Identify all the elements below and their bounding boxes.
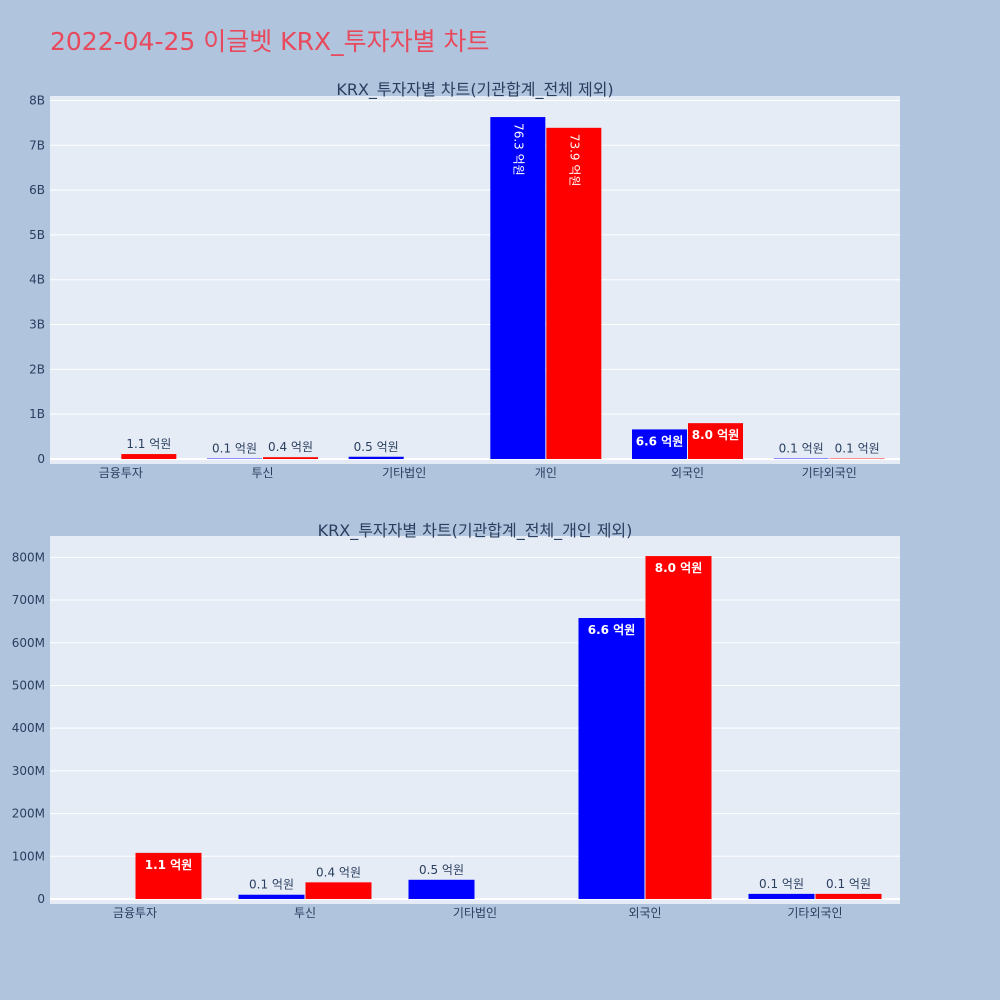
- y-tick-label: 6B: [29, 183, 45, 197]
- y-tick-label: 1B: [29, 407, 45, 421]
- y-tick-label: 2B: [29, 362, 45, 376]
- bar: [815, 893, 882, 899]
- bar: [238, 894, 305, 899]
- x-tick-label: 외국인: [671, 466, 704, 480]
- x-tick-label: 기타외국인: [802, 466, 857, 480]
- y-tick-label: 500M: [12, 678, 45, 692]
- page-title: 2022-04-25 이글벳 KRX_투자자별 차트: [50, 27, 490, 56]
- bar: [490, 117, 546, 460]
- y-tick-label: 600M: [12, 636, 45, 650]
- data-label: 0.4 억원: [268, 440, 313, 454]
- x-tick-label: 개인: [535, 466, 557, 480]
- y-tick-label: 5B: [29, 228, 45, 242]
- data-label: 0.5 억원: [354, 440, 399, 454]
- chart-title: KRX_투자자별 차트(기관합계_전체 제외): [336, 80, 613, 100]
- y-tick-label: 4B: [29, 273, 45, 287]
- x-tick-label: 기타법인: [382, 466, 426, 480]
- bar: [645, 556, 712, 899]
- y-tick-label: 7B: [29, 138, 45, 152]
- x-tick-label: 금융투자: [99, 466, 143, 480]
- y-tick-label: 0: [37, 452, 45, 466]
- x-tick-label: 투신: [251, 466, 273, 480]
- data-label: 0.1 억원: [826, 877, 871, 891]
- x-tick-label: 투신: [294, 906, 316, 920]
- data-label: 0.5 억원: [419, 863, 464, 877]
- data-label: 76.3 억원: [511, 123, 525, 176]
- plot-area: [50, 536, 900, 904]
- bar: [578, 617, 645, 899]
- bar: [748, 893, 815, 899]
- data-label: 0.1 억원: [779, 442, 824, 456]
- data-label: 8.0 억원: [692, 428, 740, 442]
- y-tick-label: 800M: [12, 550, 45, 564]
- bar: [632, 429, 687, 459]
- data-label: 1.1 억원: [145, 858, 193, 872]
- bar: [408, 879, 475, 899]
- y-tick-label: 3B: [29, 318, 45, 332]
- y-tick-label: 8B: [29, 93, 45, 107]
- bar: [348, 456, 404, 459]
- y-tick-label: 200M: [12, 807, 45, 821]
- data-label: 8.0 억원: [655, 561, 703, 575]
- data-label: 1.1 억원: [126, 437, 171, 451]
- data-label: 6.6 억원: [636, 434, 684, 448]
- bar: [305, 882, 372, 899]
- data-label: 0.1 억원: [249, 878, 294, 892]
- data-label: 0.1 억원: [759, 877, 804, 891]
- bar: [135, 852, 202, 899]
- y-tick-label: 100M: [12, 849, 45, 863]
- bar: [546, 127, 602, 460]
- x-tick-label: 기타외국인: [787, 906, 842, 920]
- bar-chart-top: 0 1B 2B 3B 4B 5B 6B 7B 8B KRX_투자자별 차트(기관합계_전체 제외)…: [29, 80, 900, 480]
- x-tick-label: 기타법인: [453, 906, 497, 920]
- y-tick-label: 700M: [12, 593, 45, 607]
- y-tick-label: 300M: [12, 764, 45, 778]
- bar: [263, 457, 318, 459]
- bar: [121, 454, 177, 459]
- data-label: 0.1 억원: [835, 442, 880, 456]
- y-tick-label: 400M: [12, 721, 45, 735]
- chart-title: KRX_투자자별 차트(기관합계_전체_개인 제외): [318, 521, 633, 541]
- data-label: 6.6 억원: [588, 623, 636, 637]
- y-tick-label: 0: [37, 892, 45, 906]
- data-label: 73.9 억원: [567, 134, 581, 187]
- data-label: 0.4 억원: [316, 865, 361, 879]
- x-tick-label: 외국인: [628, 906, 661, 920]
- bar: [688, 423, 743, 459]
- x-tick-label: 금융투자: [113, 906, 157, 920]
- data-label: 0.1 억원: [212, 442, 257, 456]
